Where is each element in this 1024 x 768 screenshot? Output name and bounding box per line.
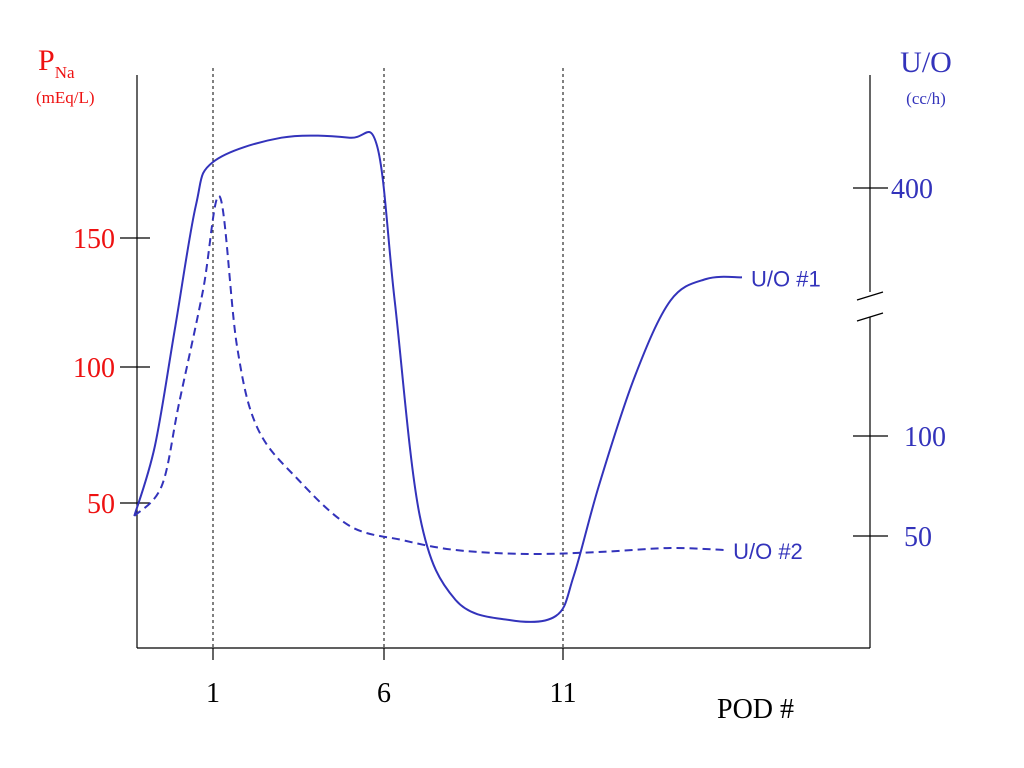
left-axis-title: PNa <box>38 44 75 82</box>
x-tick-label-11: 11 <box>550 678 577 709</box>
left-tick-label-150: 150 <box>73 224 115 255</box>
left-tick-label-100: 100 <box>73 353 115 384</box>
right-axis-title: U/O <box>900 46 952 79</box>
left-axis-unit: (mEq/L) <box>36 88 95 107</box>
right-tick-label-50: 50 <box>904 522 932 553</box>
axis-break-mark-lower <box>856 312 884 322</box>
right-tick-label-400: 400 <box>891 174 933 205</box>
x-tick-label-1: 1 <box>206 678 220 709</box>
series-line-u-o-1 <box>133 131 743 623</box>
right-axis-unit: (cc/h) <box>906 89 946 108</box>
right-tick-label-100: 100 <box>904 422 946 453</box>
series-label-u-o-2: U/O #2 <box>733 539 803 564</box>
chart-marks: 1 6 11 50 100 150 50 100 400 U/O #1 U/O #2 <box>73 68 946 709</box>
series-label-u-o-1: U/O #1 <box>751 266 821 291</box>
series-line-u-o-2 <box>133 195 725 556</box>
x-axis-label: POD # <box>717 694 794 725</box>
left-axis-title-main: P <box>38 44 55 77</box>
left-tick-label-50: 50 <box>87 489 115 520</box>
axis-break-mark-upper <box>856 291 884 301</box>
x-tick-label-6: 6 <box>377 678 391 709</box>
left-axis-title-sub: Na <box>55 63 75 82</box>
